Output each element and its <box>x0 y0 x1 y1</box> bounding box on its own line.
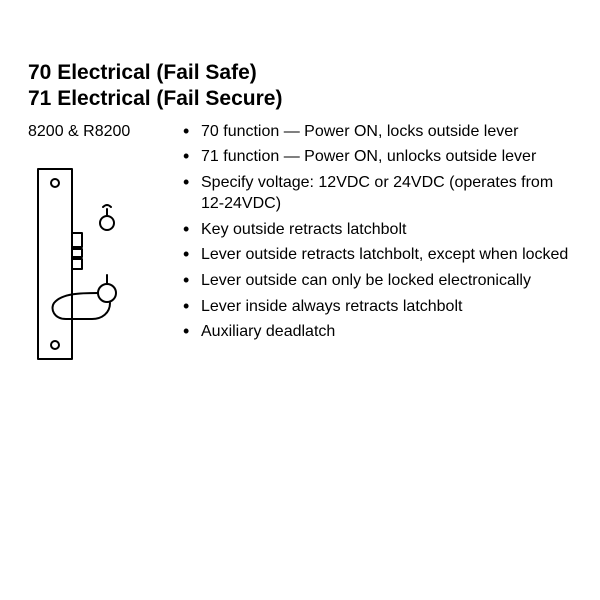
lock-diagram <box>32 163 183 373</box>
title-line-2: 71 Electrical (Fail Secure) <box>28 86 572 112</box>
list-item: Specify voltage: 12VDC or 24VDC (operate… <box>183 172 572 215</box>
lock-svg-icon <box>32 163 142 368</box>
list-item: Lever inside always retracts latchbolt <box>183 296 572 318</box>
model-number: 8200 & R8200 <box>28 123 183 141</box>
title-line-1: 70 Electrical (Fail Safe) <box>28 60 572 86</box>
content-row: 8200 & R8200 <box>28 121 572 373</box>
list-item: 70 function — Power ON, locks outside le… <box>183 121 572 143</box>
left-column: 8200 & R8200 <box>28 121 183 373</box>
list-item: Lever outside can only be locked electro… <box>183 270 572 292</box>
list-item: Auxiliary deadlatch <box>183 321 572 343</box>
list-item: 71 function — Power ON, unlocks outside … <box>183 146 572 168</box>
list-item: Key outside retracts latchbolt <box>183 219 572 241</box>
feature-list: 70 function — Power ON, locks outside le… <box>183 121 572 343</box>
list-item: Lever outside retracts latchbolt, except… <box>183 244 572 266</box>
right-column: 70 function — Power ON, locks outside le… <box>183 121 572 373</box>
